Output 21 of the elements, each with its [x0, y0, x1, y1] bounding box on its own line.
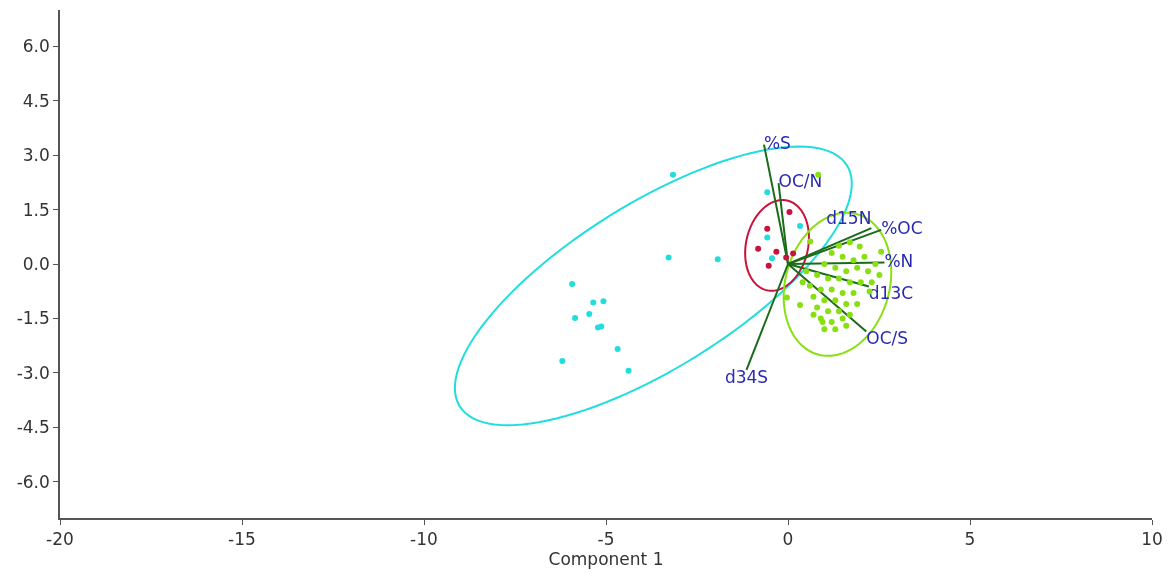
series-label: %OC	[881, 218, 923, 239]
y-tick-label: -3.0	[16, 362, 50, 383]
x-tick-label: -15	[228, 529, 256, 550]
y-tick-label: -6.0	[16, 471, 50, 492]
y-tick-label: -1.5	[16, 308, 50, 329]
x-tick-label: 0	[782, 529, 794, 550]
y-tick-label: -4.5	[16, 417, 50, 438]
y-tick-label: 3.0	[22, 145, 50, 166]
y-tick-label: 0.0	[22, 253, 50, 274]
x-tick-label: 10	[1141, 529, 1163, 550]
x-tick-label: -20	[46, 529, 74, 550]
x-tick-label: -10	[410, 529, 438, 550]
y-tick-label: 6.0	[22, 36, 50, 57]
x-axis-title: Component 1	[548, 549, 664, 570]
series-label: d34S	[724, 366, 769, 387]
x-tick-label: -5	[597, 529, 615, 550]
x-tick-label: 5	[964, 529, 976, 550]
series-label: OC/N	[778, 171, 823, 192]
y-tick-label: 1.5	[22, 199, 50, 220]
series-label: OC/S	[866, 328, 909, 349]
y-tick-label: 4.5	[22, 90, 50, 111]
